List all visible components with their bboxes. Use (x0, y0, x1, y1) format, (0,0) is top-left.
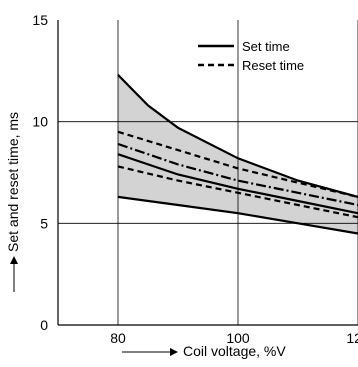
series-line (117, 153, 358, 215)
series-line (117, 195, 358, 235)
x-tick-label: 80 (110, 330, 126, 346)
legend-label: Reset time (242, 58, 304, 73)
grid-layer (58, 20, 358, 325)
y-tick-label: 0 (40, 317, 48, 333)
x-axis-arrow-head (170, 348, 178, 356)
series-line (117, 142, 358, 207)
series-line (117, 130, 358, 198)
series-layer (117, 74, 358, 235)
axes-layer (57, 20, 358, 326)
series-line (117, 165, 358, 219)
x-axis-title: Coil voltage, %V (183, 343, 286, 359)
legend: Set time Reset time (198, 39, 304, 73)
series-line (117, 74, 358, 198)
y-axis-arrow-head (10, 256, 18, 264)
y-axis-title: Set and reset time, ms (5, 112, 21, 252)
tick-label-layer: 80 100 120 0 5 10 15 (32, 12, 358, 346)
legend-label: Set time (242, 39, 290, 54)
x-tick-label: 100 (226, 330, 250, 346)
y-tick-label: 15 (32, 12, 48, 28)
y-tick-label: 10 (32, 114, 48, 130)
y-tick-label: 5 (40, 215, 48, 231)
x-tick-label: 120 (346, 330, 358, 346)
axis-titles: Coil voltage, %V Set and reset time, ms (5, 112, 286, 359)
